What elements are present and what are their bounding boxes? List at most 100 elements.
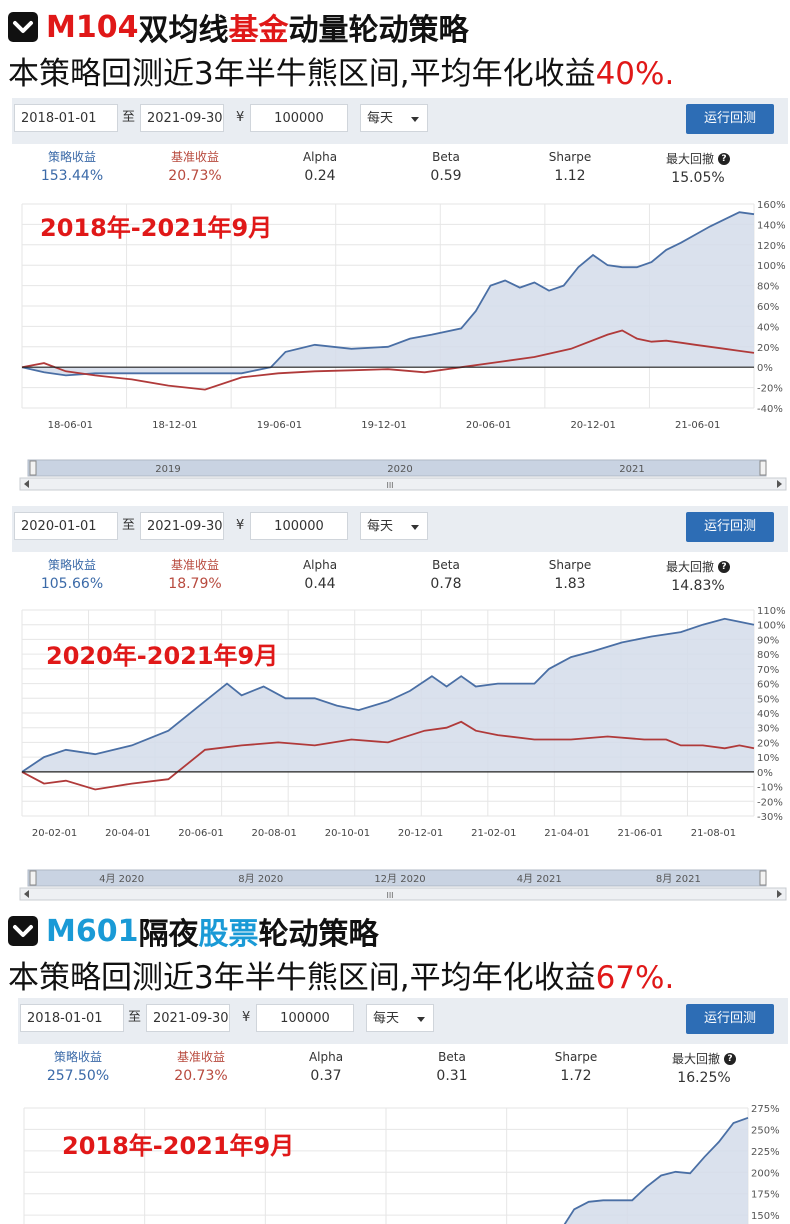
frequency-select[interactable]: 每天: [360, 512, 428, 540]
currency-label: ¥: [236, 518, 245, 533]
stat-label: Beta: [432, 150, 460, 164]
stat-value: 16.25%: [677, 1070, 731, 1086]
caret-down-icon: [411, 117, 419, 122]
help-icon[interactable]: ?: [724, 1052, 736, 1065]
capital-input[interactable]: 100000: [250, 104, 348, 132]
control-bar: 2018-01-01 至 2021-09-30 ¥100000 每天 运行回测: [18, 998, 788, 1044]
y-tick-label: 225%: [751, 1147, 780, 1158]
backtest-panel: 2020-01-01 至 2021-09-30 ¥100000 每天 运行回测 策略收益 10…: [12, 506, 788, 908]
stat-item: Sharpe 1.83: [515, 556, 625, 594]
run-backtest-button[interactable]: 运行回测: [686, 104, 774, 134]
strategy-code: M601: [46, 913, 139, 949]
strategy-subtitle: 本策略回测近3年半牛熊区间,平均年化收益67%.: [8, 952, 674, 997]
start-date-input[interactable]: 2018-01-01: [20, 1004, 124, 1032]
strategy-name-part: 双均线: [138, 13, 229, 48]
backtest-panel: 2018-01-01 至 2021-09-30 ¥100000 每天 运行回测 策略收益 25…: [18, 998, 788, 1224]
help-icon[interactable]: ?: [718, 152, 730, 165]
stat-value: 18.79%: [168, 576, 222, 592]
end-date-input[interactable]: 2021-09-30: [140, 512, 224, 540]
y-tick-label: 175%: [751, 1190, 780, 1201]
y-tick-label: 20%: [757, 343, 779, 354]
y-tick-label: 10%: [757, 753, 779, 764]
end-date-input[interactable]: 2021-09-30: [146, 1004, 230, 1032]
stat-value: 1.12: [554, 168, 586, 184]
stat-value: 1.83: [554, 576, 586, 592]
help-icon[interactable]: ?: [718, 560, 730, 573]
y-tick-label: 0%: [757, 363, 773, 374]
stats-row: 策略收益 257.50% 基准收益 20.73% Alpha 0.37 Beta 0.31 Sh…: [18, 1048, 788, 1094]
stat-item: 基准收益 18.79%: [140, 556, 250, 594]
capital-input[interactable]: 100000: [250, 512, 348, 540]
x-tick-label: 19-12-01: [361, 420, 406, 431]
stat-value: 20.73%: [174, 1068, 228, 1084]
equity-chart: 160% 140% 120% 100% 80% 60% 40% 20% 0% -20% -40% 18…: [19, 200, 787, 491]
y-tick-label: 100%: [757, 261, 786, 272]
chevron-down-icon[interactable]: [8, 916, 38, 946]
strategy-header: M104 双均线 基金 动量轮动策略 本策略回测近3年半牛熊区间,平均年化收益4…: [0, 8, 790, 98]
series-area: [22, 618, 754, 772]
stat-label: 最大回撤: [671, 1052, 720, 1066]
navigator-label: 4月 2020: [99, 873, 144, 885]
y-tick-label: 250%: [751, 1125, 780, 1136]
y-tick-label: 100%: [757, 621, 786, 632]
y-tick-label: 140%: [757, 220, 786, 231]
stat-value: 153.44%: [40, 168, 104, 184]
y-tick-label: -30%: [757, 812, 783, 823]
stat-value: 0.59: [430, 168, 462, 184]
stat-value: 15.05%: [671, 170, 725, 186]
stat-item: Beta 0.59: [391, 148, 501, 186]
y-tick-label: 30%: [757, 724, 779, 735]
stat-item: 最大回撤? 14.83%: [643, 556, 753, 596]
x-tick-label: 21-02-01: [471, 828, 516, 839]
navigator-label: 8月 2020: [238, 873, 283, 885]
y-tick-label: 200%: [751, 1168, 780, 1179]
stat-item: Alpha 0.37: [271, 1048, 381, 1086]
y-tick-label: 80%: [757, 650, 779, 661]
y-tick-label: 0%: [757, 768, 773, 779]
subtitle-text: 本策略回测近3年半牛熊区间,平均年化收益: [8, 960, 596, 996]
run-backtest-button[interactable]: 运行回测: [686, 1004, 774, 1034]
capital-input[interactable]: 100000: [256, 1004, 354, 1032]
x-tick-label: 18-12-01: [152, 420, 197, 431]
end-date-input[interactable]: 2021-09-30: [140, 104, 224, 132]
y-tick-label: 150%: [751, 1211, 780, 1222]
run-backtest-button[interactable]: 运行回测: [686, 512, 774, 542]
y-tick-label: 60%: [757, 680, 779, 691]
navigator-label: 8月 2021: [656, 873, 701, 885]
stat-value: 0.78: [430, 576, 462, 592]
stat-label: 基准收益: [170, 150, 219, 164]
frequency-value: 每天: [373, 1011, 400, 1026]
range-to-label: 至: [122, 518, 136, 533]
x-tick-label: 21-08-01: [691, 828, 736, 839]
start-date-input[interactable]: 2020-01-01: [14, 512, 118, 540]
strategy-title: M104 双均线 基金 动量轮动策略: [8, 8, 468, 48]
x-tick-label: 19-06-01: [257, 420, 302, 431]
stat-item: Sharpe 1.12: [515, 148, 625, 186]
stat-item: Beta 0.78: [391, 556, 501, 594]
navigator-handle-left: [29, 870, 37, 886]
start-date-input[interactable]: 2018-01-01: [14, 104, 118, 132]
frequency-value: 每天: [367, 111, 394, 126]
stat-label: 最大回撤: [665, 560, 714, 574]
navigator-label: 2019: [155, 464, 180, 475]
stat-label: Alpha: [308, 1050, 344, 1064]
x-tick-label: 20-06-01: [178, 828, 223, 839]
frequency-select[interactable]: 每天: [366, 1004, 434, 1032]
chevron-down-icon[interactable]: [8, 12, 38, 42]
frequency-select[interactable]: 每天: [360, 104, 428, 132]
x-tick-label: 20-04-01: [105, 828, 150, 839]
x-tick-label: 21-06-01: [618, 828, 663, 839]
x-tick-label: 20-10-01: [325, 828, 370, 839]
stat-label: Beta: [432, 558, 460, 572]
y-tick-label: 120%: [757, 241, 786, 252]
navigator-handle-right: [759, 460, 767, 476]
backtest-panel: 2018-01-01 至 2021-09-30 ¥100000 每天 运行回测 策略收益 15…: [12, 98, 788, 494]
strategy-name-highlight: 基金: [228, 13, 289, 48]
stat-value: 0.31: [436, 1068, 468, 1084]
scrollbar-track: [19, 887, 787, 901]
y-tick-label: 275%: [751, 1104, 780, 1115]
stat-item: 基准收益 20.73%: [140, 148, 250, 186]
stat-value: 0.24: [304, 168, 336, 184]
stat-item: 基准收益 20.73%: [146, 1048, 256, 1086]
navigator-handle-right: [759, 870, 767, 886]
